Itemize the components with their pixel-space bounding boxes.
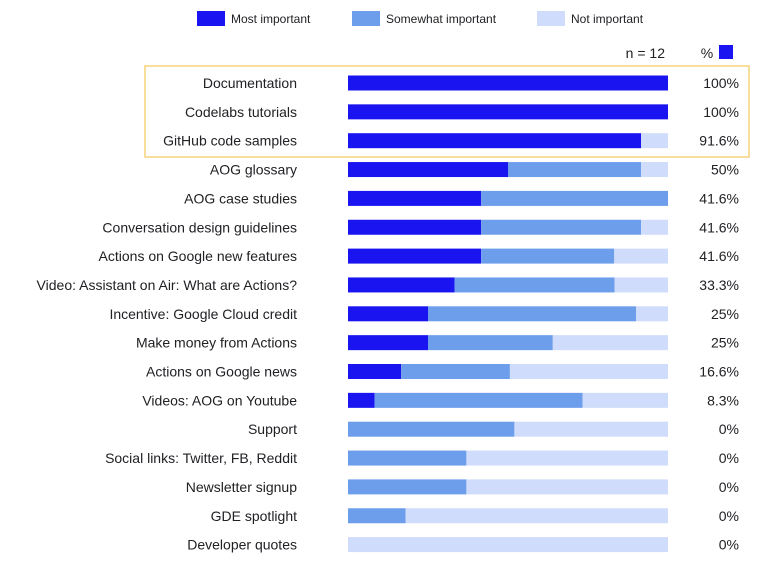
bar-not-important-support (514, 421, 668, 437)
legend-swatch-not-important (537, 11, 565, 26)
value-label-aog-case-studies: 41.6% (699, 190, 739, 206)
value-label-codelabs-tutorials: 100% (703, 104, 739, 120)
value-label-incentive-google-cloud-credit: 25% (711, 306, 739, 322)
bar-not-important-actions-on-google-news (509, 364, 668, 379)
category-label-incentive-google-cloud-credit: Incentive: Google Cloud credit (109, 306, 297, 322)
legend-swatch-somewhat-important (352, 11, 380, 26)
bar-not-important-make-money-from-actions (552, 335, 668, 351)
bar-most-important-videos-aog-on-youtube (348, 392, 375, 408)
legend-label-not-important: Not important (571, 12, 644, 26)
bar-somewhat-important-videos-aog-on-youtube (374, 392, 583, 408)
category-label-github-code-samples: GitHub code samples (163, 133, 297, 149)
bar-not-important-incentive-google-cloud-credit (636, 306, 668, 322)
value-label-developer-quotes: 0% (719, 537, 739, 553)
bar-not-important-actions-on-google-new-features (614, 248, 668, 264)
bar-most-important-documentation (348, 75, 668, 91)
category-label-developer-quotes: Developer quotes (187, 537, 297, 553)
value-label-aog-glossary: 50% (711, 162, 739, 178)
legend: Most important Somewhat important Not impo… (197, 11, 644, 26)
legend-swatch-most-important (197, 11, 225, 26)
bar-somewhat-important-newsletter-signup (348, 479, 467, 495)
bar-not-important-github-code-samples (641, 133, 668, 149)
bar-somewhat-important-actions-on-google-new-features (481, 248, 615, 264)
bar-not-important-developer-quotes (348, 537, 668, 553)
bar-somewhat-important-aog-glossary (508, 162, 642, 178)
bar-somewhat-important-incentive-google-cloud-credit (428, 306, 636, 322)
category-label-newsletter-signup: Newsletter signup (186, 479, 297, 495)
bar-most-important-github-code-samples (348, 133, 642, 149)
value-label-conversation-design-guidelines: 41.6% (699, 219, 739, 235)
bar-somewhat-important-support (348, 421, 515, 437)
bar-most-important-video-assistant-on-air-what-are-actions (348, 277, 455, 293)
sample-size-label: n = 12 (626, 45, 666, 61)
bar-somewhat-important-video-assistant-on-air-what-are-actions (454, 277, 615, 293)
value-label-github-code-samples: 91.6% (699, 133, 739, 149)
bar-most-important-actions-on-google-news (348, 364, 402, 379)
bar-somewhat-important-make-money-from-actions (428, 335, 553, 351)
category-label-documentation: Documentation (203, 75, 297, 91)
category-label-aog-case-studies: AOG case studies (184, 190, 297, 206)
category-label-video-assistant-on-air-what-are-actions: Video: Assistant on Air: What are Action… (37, 277, 298, 293)
value-label-newsletter-signup: 0% (719, 479, 739, 495)
chart-rows: Documentation 100% Codelabs tutorials 100% G… (37, 75, 739, 553)
category-label-actions-on-google-new-features: Actions on Google new features (99, 248, 297, 264)
bar-somewhat-important-social-links-twitter-fb-reddit (348, 450, 467, 466)
bar-most-important-aog-glossary (348, 162, 508, 178)
value-label-support: 0% (719, 421, 739, 437)
value-label-actions-on-google-news: 16.6% (699, 364, 739, 380)
value-label-videos-aog-on-youtube: 8.3% (707, 392, 739, 408)
category-label-social-links-twitter-fb-reddit: Social links: Twitter, FB, Reddit (105, 450, 297, 466)
bar-not-important-video-assistant-on-air-what-are-actions (614, 277, 668, 293)
bar-somewhat-important-conversation-design-guidelines (481, 219, 642, 235)
bar-somewhat-important-actions-on-google-news (401, 364, 510, 379)
category-label-aog-glossary: AOG glossary (210, 162, 297, 178)
bar-most-important-actions-on-google-new-features (348, 248, 482, 264)
category-label-actions-on-google-news: Actions on Google news (146, 364, 297, 380)
value-label-social-links-twitter-fb-reddit: 0% (719, 450, 739, 466)
value-label-gde-spotlight: 0% (719, 508, 739, 524)
bar-not-important-social-links-twitter-fb-reddit (466, 450, 668, 466)
category-label-make-money-from-actions: Make money from Actions (136, 335, 297, 351)
bar-not-important-aog-glossary (641, 162, 668, 178)
legend-label-somewhat-important: Somewhat important (386, 12, 497, 26)
bar-somewhat-important-aog-case-studies (481, 190, 668, 206)
bar-most-important-make-money-from-actions (348, 335, 428, 351)
legend-label-most-important: Most important (231, 12, 311, 26)
bar-somewhat-important-gde-spotlight (348, 508, 406, 524)
bar-most-important-aog-case-studies (348, 190, 482, 206)
percent-column-header: % (701, 45, 713, 61)
value-label-actions-on-google-new-features: 41.6% (699, 248, 739, 264)
category-label-gde-spotlight: GDE spotlight (211, 508, 297, 524)
bar-most-important-incentive-google-cloud-credit (348, 306, 428, 322)
category-label-videos-aog-on-youtube: Videos: AOG on Youtube (142, 392, 297, 408)
category-label-conversation-design-guidelines: Conversation design guidelines (102, 219, 297, 235)
bar-not-important-conversation-design-guidelines (641, 219, 668, 235)
percent-column-swatch (719, 45, 733, 59)
value-label-video-assistant-on-air-what-are-actions: 33.3% (699, 277, 739, 293)
bar-most-important-codelabs-tutorials (348, 104, 668, 120)
category-label-codelabs-tutorials: Codelabs tutorials (185, 104, 297, 120)
bar-not-important-videos-aog-on-youtube (582, 392, 668, 408)
bar-not-important-newsletter-signup (466, 479, 668, 495)
bar-not-important-gde-spotlight (405, 508, 668, 524)
highlight-box (144, 65, 750, 158)
bar-most-important-conversation-design-guidelines (348, 219, 482, 235)
category-label-support: Support (248, 421, 297, 437)
value-label-make-money-from-actions: 25% (711, 335, 739, 351)
value-label-documentation: 100% (703, 75, 739, 91)
